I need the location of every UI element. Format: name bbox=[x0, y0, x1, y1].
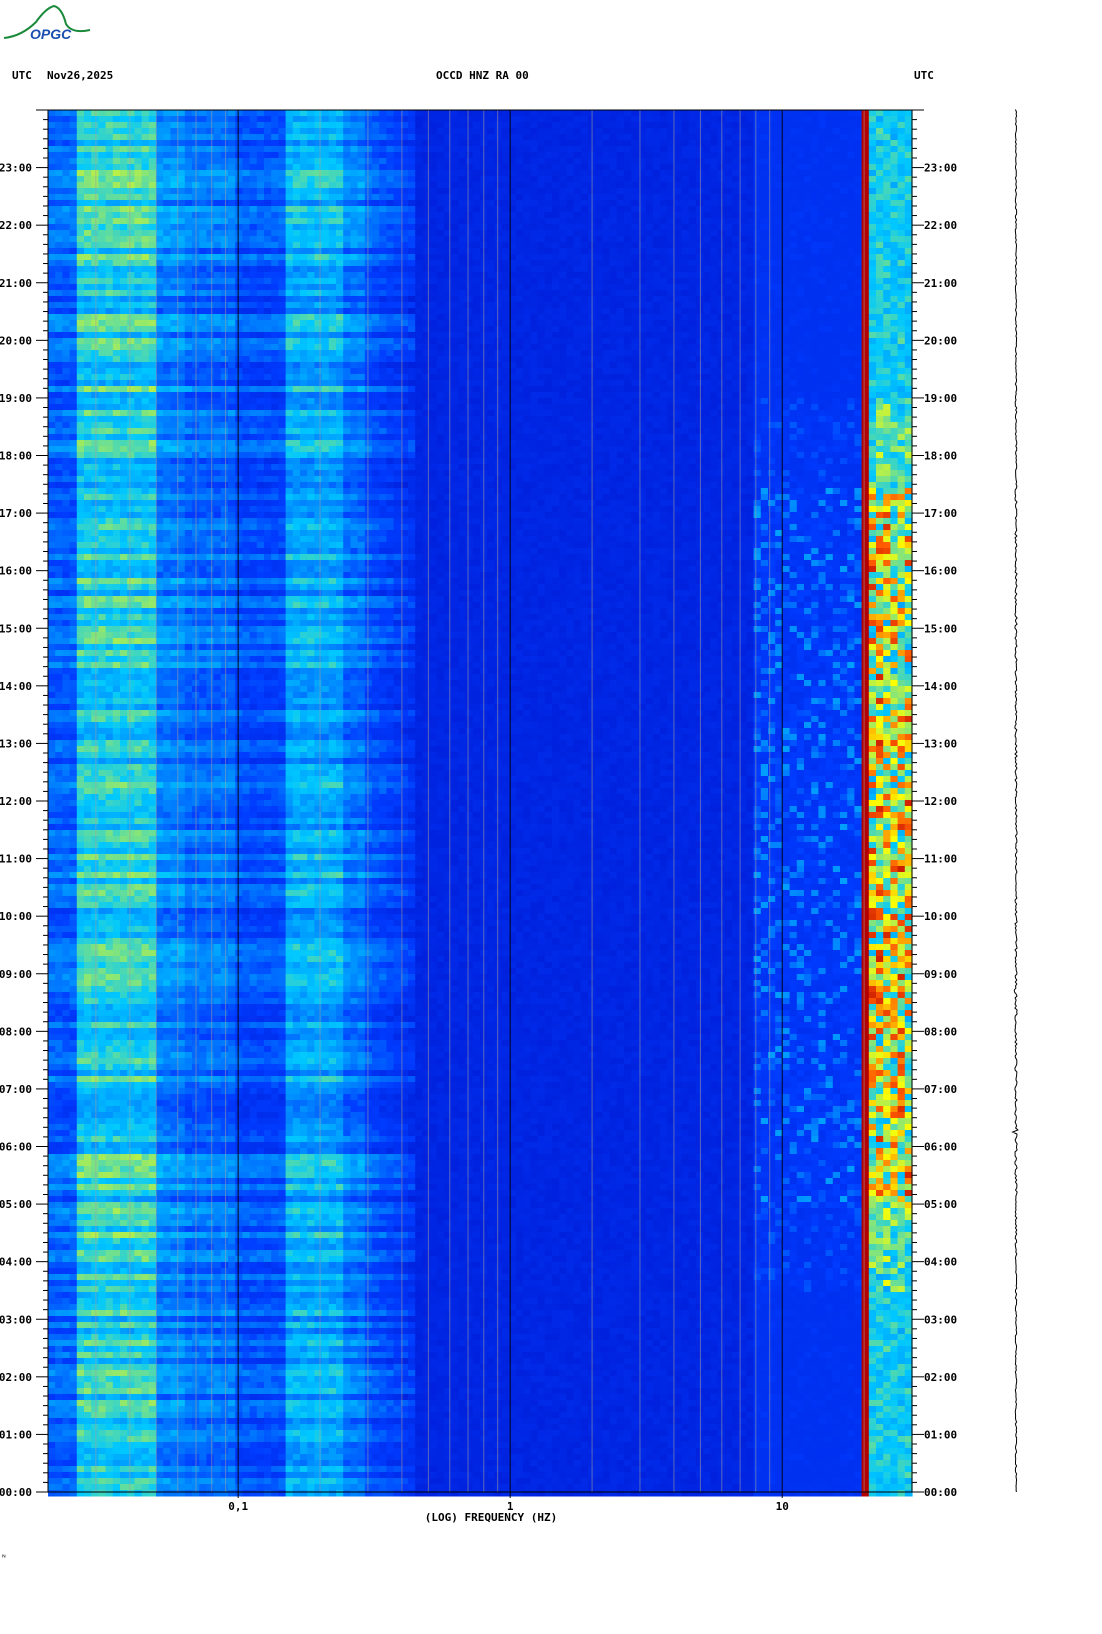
time-tick-label-right: 12:00 bbox=[924, 795, 957, 808]
time-tick-label-left: 03:00 bbox=[0, 1313, 32, 1326]
logo-text: OPGC bbox=[30, 26, 72, 42]
time-tick-label-left: 15:00 bbox=[0, 622, 32, 635]
time-tick-label-left: 21:00 bbox=[0, 277, 32, 290]
opgc-logo: OPGC bbox=[3, 4, 91, 42]
time-tick-label-right: 03:00 bbox=[924, 1313, 957, 1326]
time-tick-label-left: 00:00 bbox=[0, 1486, 32, 1499]
time-tick-label-right: 09:00 bbox=[924, 968, 957, 981]
time-tick-label-left: 08:00 bbox=[0, 1025, 32, 1038]
time-tick-label-right: 02:00 bbox=[924, 1371, 957, 1384]
time-tick-label-right: 18:00 bbox=[924, 450, 957, 463]
time-axis: 00:00 00:00 01:00 01:00 02:00 02:00 03:00 03:00… bbox=[0, 109, 957, 1499]
time-tick-label-right: 20:00 bbox=[924, 334, 957, 347]
right-timezone: UTC bbox=[914, 69, 934, 82]
time-tick-label-left: 14:00 bbox=[0, 680, 32, 693]
time-tick-label-left: 12:00 bbox=[0, 795, 32, 808]
station-title: OCCD HNZ RA 00 bbox=[436, 69, 529, 82]
time-tick-label-right: 10:00 bbox=[924, 910, 957, 923]
time-tick-label-left: 19:00 bbox=[0, 392, 32, 405]
time-tick-label-right: 13:00 bbox=[924, 737, 957, 750]
time-tick-label-right: 07:00 bbox=[924, 1083, 957, 1096]
time-tick-label-right: 16:00 bbox=[924, 565, 957, 578]
time-tick-label-left: 04:00 bbox=[0, 1256, 32, 1269]
time-tick-label-left: 01:00 bbox=[0, 1428, 32, 1441]
time-tick-label-right: 05:00 bbox=[924, 1198, 957, 1211]
time-tick-label-right: 04:00 bbox=[924, 1256, 957, 1269]
time-tick-label-right: 11:00 bbox=[924, 853, 957, 866]
date-label: Nov26,2025 bbox=[47, 69, 113, 82]
time-tick-label-left: 10:00 bbox=[0, 910, 32, 923]
time-tick-label-right: 17:00 bbox=[924, 507, 957, 520]
time-tick-label-left: 06:00 bbox=[0, 1141, 32, 1154]
trace-line bbox=[1011, 109, 1019, 1493]
time-tick-label-right: 01:00 bbox=[924, 1428, 957, 1441]
time-tick-label-left: 11:00 bbox=[0, 853, 32, 866]
time-tick-label-right: 15:00 bbox=[924, 622, 957, 635]
left-timezone: UTC bbox=[12, 69, 32, 82]
time-tick-label-right: 06:00 bbox=[924, 1141, 957, 1154]
frequency-gridlines bbox=[47, 110, 913, 1492]
spectrogram-heatmap bbox=[48, 110, 913, 1497]
time-tick-label-right: 19:00 bbox=[924, 392, 957, 405]
time-tick-label-left: 07:00 bbox=[0, 1083, 32, 1096]
time-tick-label-right: 00:00 bbox=[924, 1486, 957, 1499]
time-tick-label-left: 09:00 bbox=[0, 968, 32, 981]
time-tick-label-left: 20:00 bbox=[0, 334, 32, 347]
time-tick-label-left: 17:00 bbox=[0, 507, 32, 520]
time-tick-label-left: 18:00 bbox=[0, 450, 32, 463]
time-tick-label-right: 08:00 bbox=[924, 1025, 957, 1038]
time-tick-label-left: 02:00 bbox=[0, 1371, 32, 1384]
time-tick-label-left: 13:00 bbox=[0, 737, 32, 750]
time-tick-label-right: 21:00 bbox=[924, 277, 957, 290]
time-tick-label-right: 14:00 bbox=[924, 680, 957, 693]
time-tick-label-left: 05:00 bbox=[0, 1198, 32, 1211]
time-tick-label-left: 16:00 bbox=[0, 565, 32, 578]
